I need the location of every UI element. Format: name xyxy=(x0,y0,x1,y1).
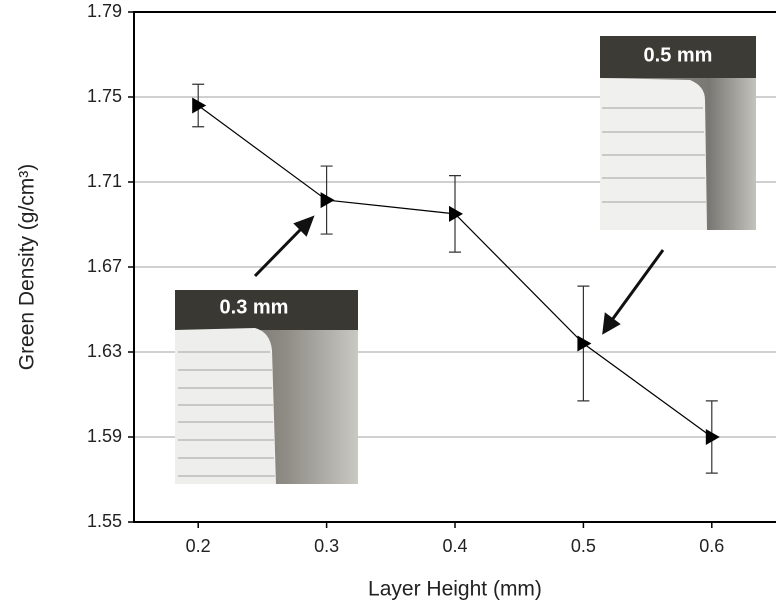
inset-label: 0.3 mm xyxy=(220,296,289,318)
data-point xyxy=(577,335,592,352)
y-tick-label: 1.79 xyxy=(87,1,122,21)
x-tick-label: 0.4 xyxy=(442,536,467,556)
y-tick-label: 1.67 xyxy=(87,256,122,276)
x-tick-label: 0.5 xyxy=(571,536,596,556)
y-axis-label: Green Density (g/cm³) xyxy=(16,164,39,371)
plot-area: 1.55 1.59 1.63 1.67 1.71 1.75 1.79 0.2 0.3 0.4 0.5… xyxy=(87,1,776,556)
data-point xyxy=(449,205,463,222)
y-tick-label: 1.63 xyxy=(87,341,122,361)
y-tick-label: 1.71 xyxy=(87,171,122,191)
inset-image xyxy=(600,36,756,230)
arrow xyxy=(253,215,665,335)
axes-frame xyxy=(133,11,776,523)
inset-label: 0.5 mm xyxy=(644,44,713,66)
x-axis-label: Layer Height (mm) xyxy=(368,578,542,601)
data-point xyxy=(320,192,335,209)
x-tick-label: 0.3 xyxy=(314,536,339,556)
x-tick-label: 0.2 xyxy=(186,536,211,556)
y-tick-label: 1.59 xyxy=(87,426,122,446)
y-tick-label: 1.75 xyxy=(87,86,122,106)
y-tick-label: 1.55 xyxy=(87,511,122,531)
inset-image xyxy=(175,290,358,484)
data-point xyxy=(192,97,207,114)
data-point xyxy=(705,429,720,445)
x-tick-label: 0.6 xyxy=(699,536,724,556)
